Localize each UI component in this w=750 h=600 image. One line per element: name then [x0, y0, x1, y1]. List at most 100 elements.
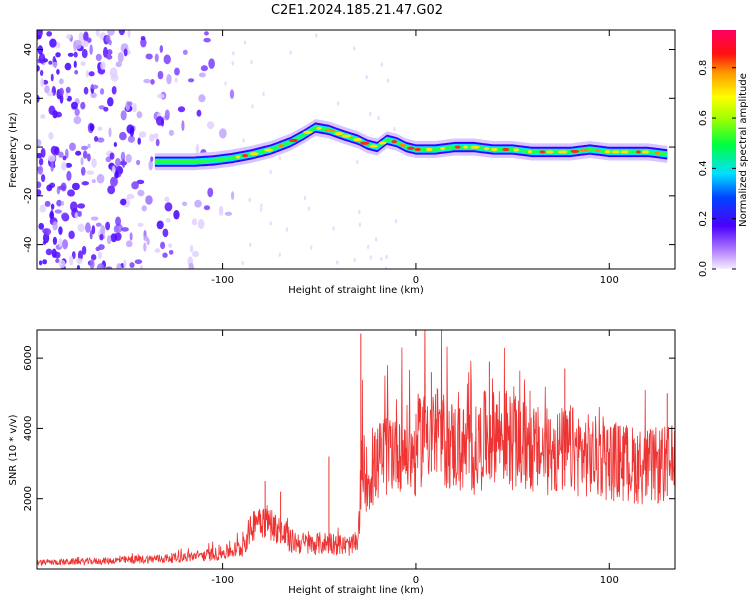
noise-blob — [129, 126, 135, 137]
noise-blob — [181, 120, 185, 132]
noise-blob — [52, 236, 58, 245]
ridge-peak — [570, 149, 580, 154]
noise-blob — [96, 263, 105, 269]
colorbar-label: Normalized spectral amplitude — [738, 73, 749, 227]
noise-blob — [52, 221, 58, 231]
ridge-peak — [249, 152, 259, 156]
noise-blob — [55, 41, 61, 49]
x-tick-label: -100 — [211, 575, 234, 586]
ridge-peak — [579, 148, 589, 152]
noise-blob — [269, 221, 273, 226]
noise-blob — [108, 127, 112, 138]
noise-blob — [120, 198, 127, 206]
noise-blob — [107, 185, 116, 195]
noise-blob — [336, 101, 340, 106]
ridge-peak — [414, 147, 421, 152]
noise-blob — [81, 40, 89, 48]
ridge-peak — [277, 144, 284, 148]
noise-blob — [88, 71, 95, 77]
ridge-peak — [454, 145, 461, 149]
spectrogram-panel: -100 0 100 -40 -20 0 20 40 Height of straight l… — [8, 29, 676, 296]
noise-blob — [52, 61, 58, 68]
ridge-peak — [288, 138, 299, 143]
snr-frame — [36, 329, 676, 570]
ridge-peak — [620, 150, 629, 154]
noise-blob — [164, 202, 173, 212]
spectrogram-x-axis-label: Height of straight line (km) — [288, 285, 424, 296]
noise-blob — [231, 61, 234, 66]
noise-blob — [224, 211, 233, 216]
noise-blob — [164, 109, 170, 120]
noise-blob — [134, 259, 143, 265]
noise-blob — [137, 222, 144, 227]
colorbar-gradient — [712, 30, 736, 269]
noise-blob — [109, 176, 118, 187]
noise-blob — [39, 69, 44, 76]
noise-blob — [80, 61, 86, 66]
noise-blob — [98, 105, 106, 110]
noise-blob — [98, 244, 105, 250]
noise-blob — [38, 158, 44, 166]
noise-blob — [65, 34, 72, 39]
noise-blob — [353, 257, 356, 263]
noise-blob — [278, 156, 282, 161]
noise-blob — [136, 159, 141, 166]
noise-blob — [99, 233, 104, 241]
noise-blob — [76, 264, 81, 269]
noise-blob — [115, 61, 122, 68]
noise-blob — [105, 34, 111, 43]
noise-blob — [137, 137, 141, 145]
noise-blob — [107, 30, 115, 36]
noise-blob — [154, 53, 159, 63]
noise-blob — [99, 88, 105, 95]
noise-blob — [219, 128, 227, 139]
noise-blob — [100, 61, 106, 70]
noise-blob — [96, 173, 105, 184]
x-tick-label: 0 — [413, 575, 419, 586]
noise-blob — [48, 60, 53, 65]
noise-blob — [77, 210, 82, 217]
ridge-outer — [154, 122, 668, 167]
ridge-peak — [378, 141, 387, 145]
noise-blob — [89, 258, 95, 269]
noise-blob — [149, 133, 155, 142]
ridge-peak — [539, 150, 546, 154]
noise-blob — [50, 161, 54, 172]
noise-blob — [87, 153, 91, 162]
noise-blob — [90, 84, 99, 90]
noise-blob — [58, 259, 66, 269]
noise-blob — [67, 189, 75, 197]
noise-blob — [46, 91, 54, 97]
noise-blob — [159, 45, 164, 53]
noise-blob — [368, 111, 372, 117]
ridge-peak — [502, 147, 510, 152]
noise-blob — [95, 30, 100, 37]
noise-blob — [160, 241, 166, 250]
noise-blob — [155, 138, 160, 147]
noise-blob — [96, 137, 105, 143]
noise-blob — [380, 62, 384, 67]
noise-blob — [37, 189, 42, 196]
noise-blob — [189, 244, 194, 253]
noise-blob — [232, 51, 235, 56]
noise-blob — [74, 69, 79, 75]
x-tick-label: 0 — [413, 275, 419, 286]
noise-blob — [71, 251, 76, 259]
noise-blob — [106, 235, 112, 245]
noise-blob — [37, 138, 42, 147]
noise-blob — [38, 222, 45, 230]
ridge-peak — [513, 148, 520, 152]
noise-blob — [91, 225, 96, 235]
noise-blob — [37, 165, 44, 175]
ridge-peak — [242, 154, 248, 158]
noise-blob — [114, 232, 122, 241]
noise-blob — [150, 79, 155, 85]
noise-blob — [37, 181, 42, 189]
noise-blob — [168, 129, 175, 136]
y-tick-label: 40 — [23, 43, 34, 56]
noise-blob — [106, 49, 113, 56]
noise-blob — [61, 212, 69, 221]
ridge-peak — [369, 144, 378, 148]
noise-blob — [285, 227, 289, 232]
ridge-peak — [303, 130, 313, 134]
